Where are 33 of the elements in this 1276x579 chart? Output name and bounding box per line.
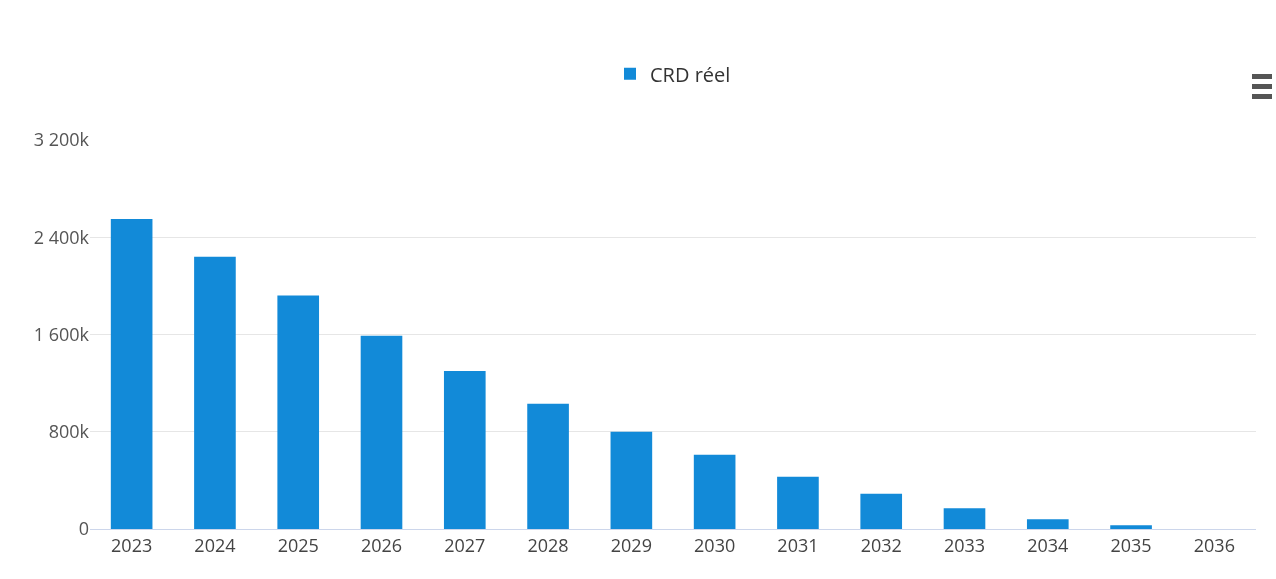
bar: [777, 476, 819, 529]
y-tick-label: 800k: [48, 419, 90, 444]
bar: [360, 335, 403, 529]
y-tick-label: 1 600k: [33, 321, 90, 346]
x-tick-label: 2028: [527, 532, 569, 557]
y-tick-label: 2 400k: [33, 224, 90, 249]
x-tick-label: 2034: [1027, 532, 1069, 557]
x-tick-label: 2036: [1193, 532, 1235, 557]
x-tick-label: 2032: [860, 532, 902, 557]
bar: [860, 493, 903, 529]
bar: [194, 256, 236, 529]
x-tick-label: 2024: [194, 532, 236, 557]
y-tick-label: 3 200k: [33, 127, 90, 152]
bar: [1026, 519, 1069, 529]
x-tick-label: 2033: [943, 532, 986, 557]
x-tick-label: 2029: [610, 532, 652, 557]
x-tick-label: 2031: [777, 532, 819, 557]
bar: [943, 508, 986, 529]
legend-label: CRD réel: [650, 60, 731, 88]
bar: [277, 295, 320, 529]
x-tick-label: 2023: [111, 532, 153, 557]
bar: [443, 370, 486, 529]
bar: [693, 454, 736, 529]
y-tick-label: 0: [78, 516, 89, 541]
bar: [610, 431, 653, 529]
x-tick-label: 2027: [444, 532, 486, 557]
x-tick-label: 2030: [694, 532, 736, 557]
bar: [1110, 525, 1152, 529]
x-tick-label: 2035: [1110, 532, 1152, 557]
x-tick-label: 2025: [277, 532, 319, 557]
bar: [527, 403, 569, 529]
bar: [110, 219, 153, 529]
x-tick-label: 2026: [360, 532, 403, 557]
